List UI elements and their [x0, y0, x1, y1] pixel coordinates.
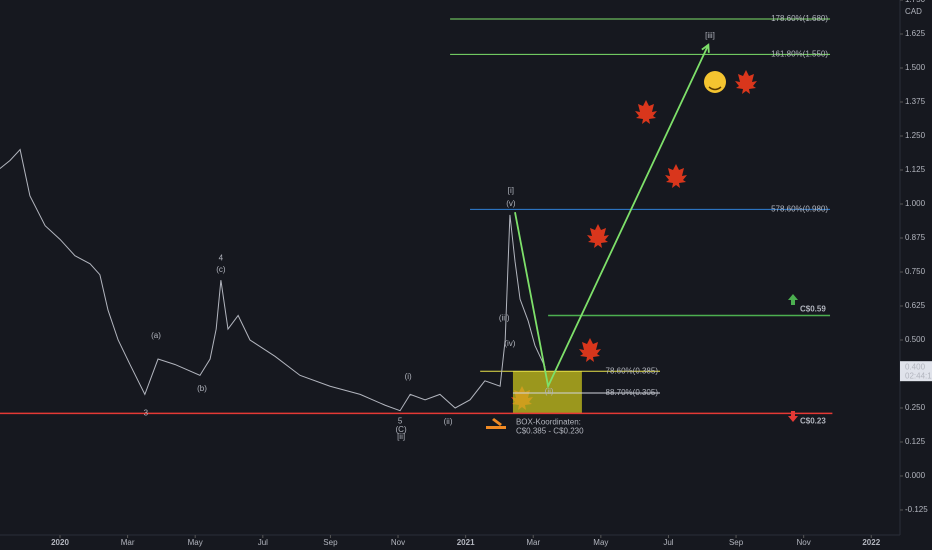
- level-label: C$0.23: [800, 417, 826, 426]
- maple-leaf: [665, 164, 687, 188]
- wave-label: 3: [144, 409, 149, 418]
- y-tick-label: 1.125: [905, 165, 926, 174]
- box-title: BOX-Koordinaten:: [516, 418, 581, 427]
- wave-label: 5: [398, 417, 403, 426]
- wave-label: (iii): [499, 313, 510, 322]
- level-label: 161.80%(1.550): [771, 50, 828, 59]
- wave-label: (ii): [444, 417, 453, 426]
- x-tick-label: Sep: [729, 538, 744, 547]
- wave-label: [i]: [508, 186, 514, 195]
- x-tick-label: 2022: [862, 538, 880, 547]
- x-tick-label: 2020: [51, 538, 69, 547]
- wave-label: (v): [506, 199, 516, 208]
- x-tick-label: Mar: [121, 538, 135, 547]
- wave-label: [ii]: [397, 432, 405, 441]
- wave-label: (c): [216, 265, 226, 274]
- level-label: 88.70%(0.305): [606, 388, 659, 397]
- wave-label: (b): [197, 384, 207, 393]
- y-tick-label: 1.750: [905, 0, 926, 4]
- wave-label: (iv): [504, 339, 515, 348]
- box-label: C$0.385 - C$0.230: [516, 427, 584, 436]
- money-face-mouth: [708, 86, 722, 91]
- x-tick-label: Nov: [797, 538, 811, 547]
- y-tick-label: 1.625: [905, 29, 926, 38]
- up-arrow: [788, 294, 798, 305]
- wave-label: (C): [396, 425, 407, 434]
- maple-leaf: [579, 338, 601, 362]
- y-tick-label: 1.500: [905, 63, 926, 72]
- level-label: 178.60%(1.680): [771, 14, 828, 23]
- x-tick-label: Sep: [323, 538, 338, 547]
- maple-leaf: [587, 224, 609, 248]
- x-tick-label: 2021: [457, 538, 475, 547]
- y-tick-label: 0.125: [905, 437, 926, 446]
- x-tick-label: May: [593, 538, 608, 547]
- maple-leaf: [635, 100, 657, 124]
- y-tick-label: 0.500: [905, 335, 926, 344]
- wave-label: [iii]: [705, 31, 715, 40]
- level-label: 578.60%(0.980): [771, 205, 828, 214]
- current-price-box: [900, 361, 932, 382]
- y-tick-label: 0.875: [905, 233, 926, 242]
- x-tick-label: Mar: [526, 538, 540, 547]
- down-arrow: [788, 411, 798, 422]
- projection-arrowhead: [701, 43, 710, 53]
- box-icon: [486, 418, 506, 429]
- wave-label: (a): [151, 331, 161, 340]
- y-tick-label: 0.250: [905, 403, 926, 412]
- y-tick-label: 0.000: [905, 471, 926, 480]
- countdown-label: 02:44:10: [905, 371, 932, 380]
- level-label: 78.60%(0.385): [606, 366, 659, 375]
- x-tick-label: Jul: [663, 538, 673, 547]
- y-tick-label: -0.125: [905, 505, 928, 514]
- current-price-label: 0.400: [905, 362, 926, 371]
- y-tick-label: 1.250: [905, 131, 926, 140]
- x-tick-label: Jul: [258, 538, 268, 547]
- wave-label: (i): [405, 372, 412, 381]
- currency-label: CAD: [905, 7, 922, 16]
- y-tick-label: 0.625: [905, 301, 926, 310]
- price-line: [0, 148, 546, 412]
- y-tick-label: 0.750: [905, 267, 926, 276]
- wave-label: 4: [219, 253, 224, 262]
- projection-line: [514, 44, 710, 390]
- wave-label: (ii): [545, 387, 554, 396]
- y-tick-label: 1.375: [905, 97, 926, 106]
- y-tick-label: 1.000: [905, 199, 926, 208]
- maple-leaf: [735, 70, 757, 94]
- x-tick-label: Nov: [391, 538, 405, 547]
- level-label: C$0.59: [800, 305, 826, 314]
- x-tick-label: May: [188, 538, 203, 547]
